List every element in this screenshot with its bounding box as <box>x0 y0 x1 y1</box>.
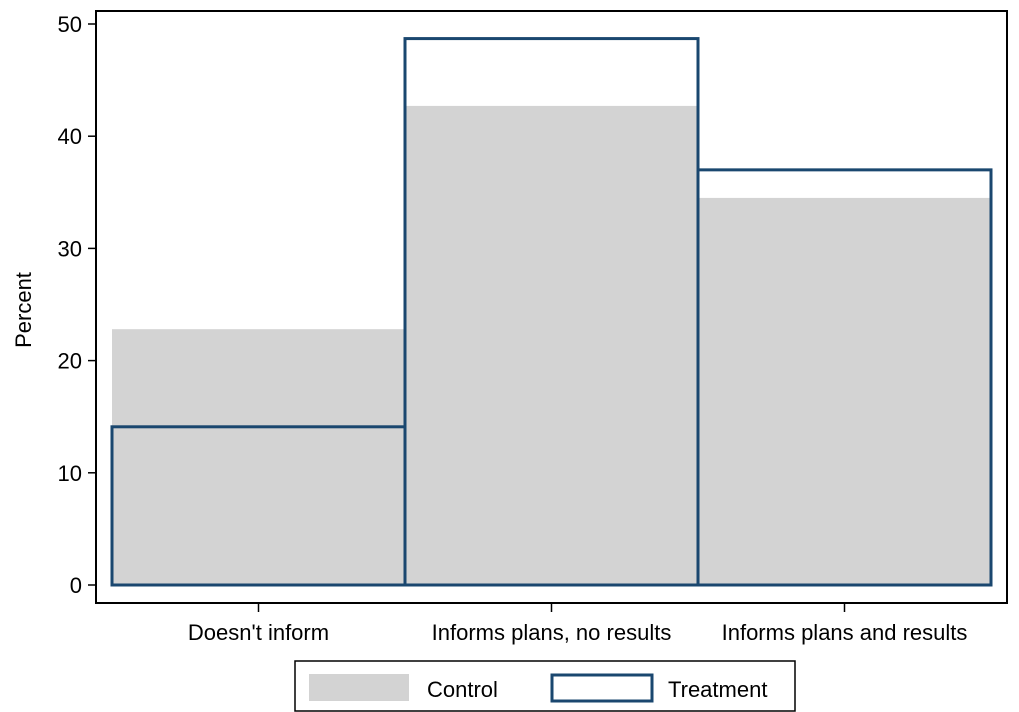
y-tick-label: 10 <box>58 461 82 486</box>
legend: Control Treatment <box>294 660 796 712</box>
legend-label-control: Control <box>427 677 498 702</box>
legend-swatch-control <box>309 674 409 701</box>
control-bars <box>112 105 991 585</box>
y-tick-label: 20 <box>58 349 82 374</box>
x-tick-label: Informs plans, no results <box>432 620 672 645</box>
bar-control-0 <box>112 329 405 585</box>
y-axis: 0 10 20 30 40 50 <box>58 12 96 598</box>
x-tick-label: Informs plans and results <box>722 620 968 645</box>
bar-treatment-2 <box>696 168 993 587</box>
bar-control-1 <box>405 105 698 585</box>
legend-swatch-treatment <box>550 673 654 703</box>
y-tick-label: 40 <box>58 124 82 149</box>
y-axis-title: Percent <box>11 272 36 348</box>
y-tick-label: 30 <box>58 236 82 261</box>
y-tick-label: 50 <box>58 12 82 37</box>
x-tick-label: Doesn't inform <box>188 620 329 645</box>
bar-control-2 <box>698 197 991 585</box>
treatment-bars <box>110 37 993 587</box>
legend-label-treatment: Treatment <box>668 677 767 702</box>
x-axis: Doesn't inform Informs plans, no results I… <box>188 603 967 645</box>
y-tick-label: 0 <box>70 573 82 598</box>
